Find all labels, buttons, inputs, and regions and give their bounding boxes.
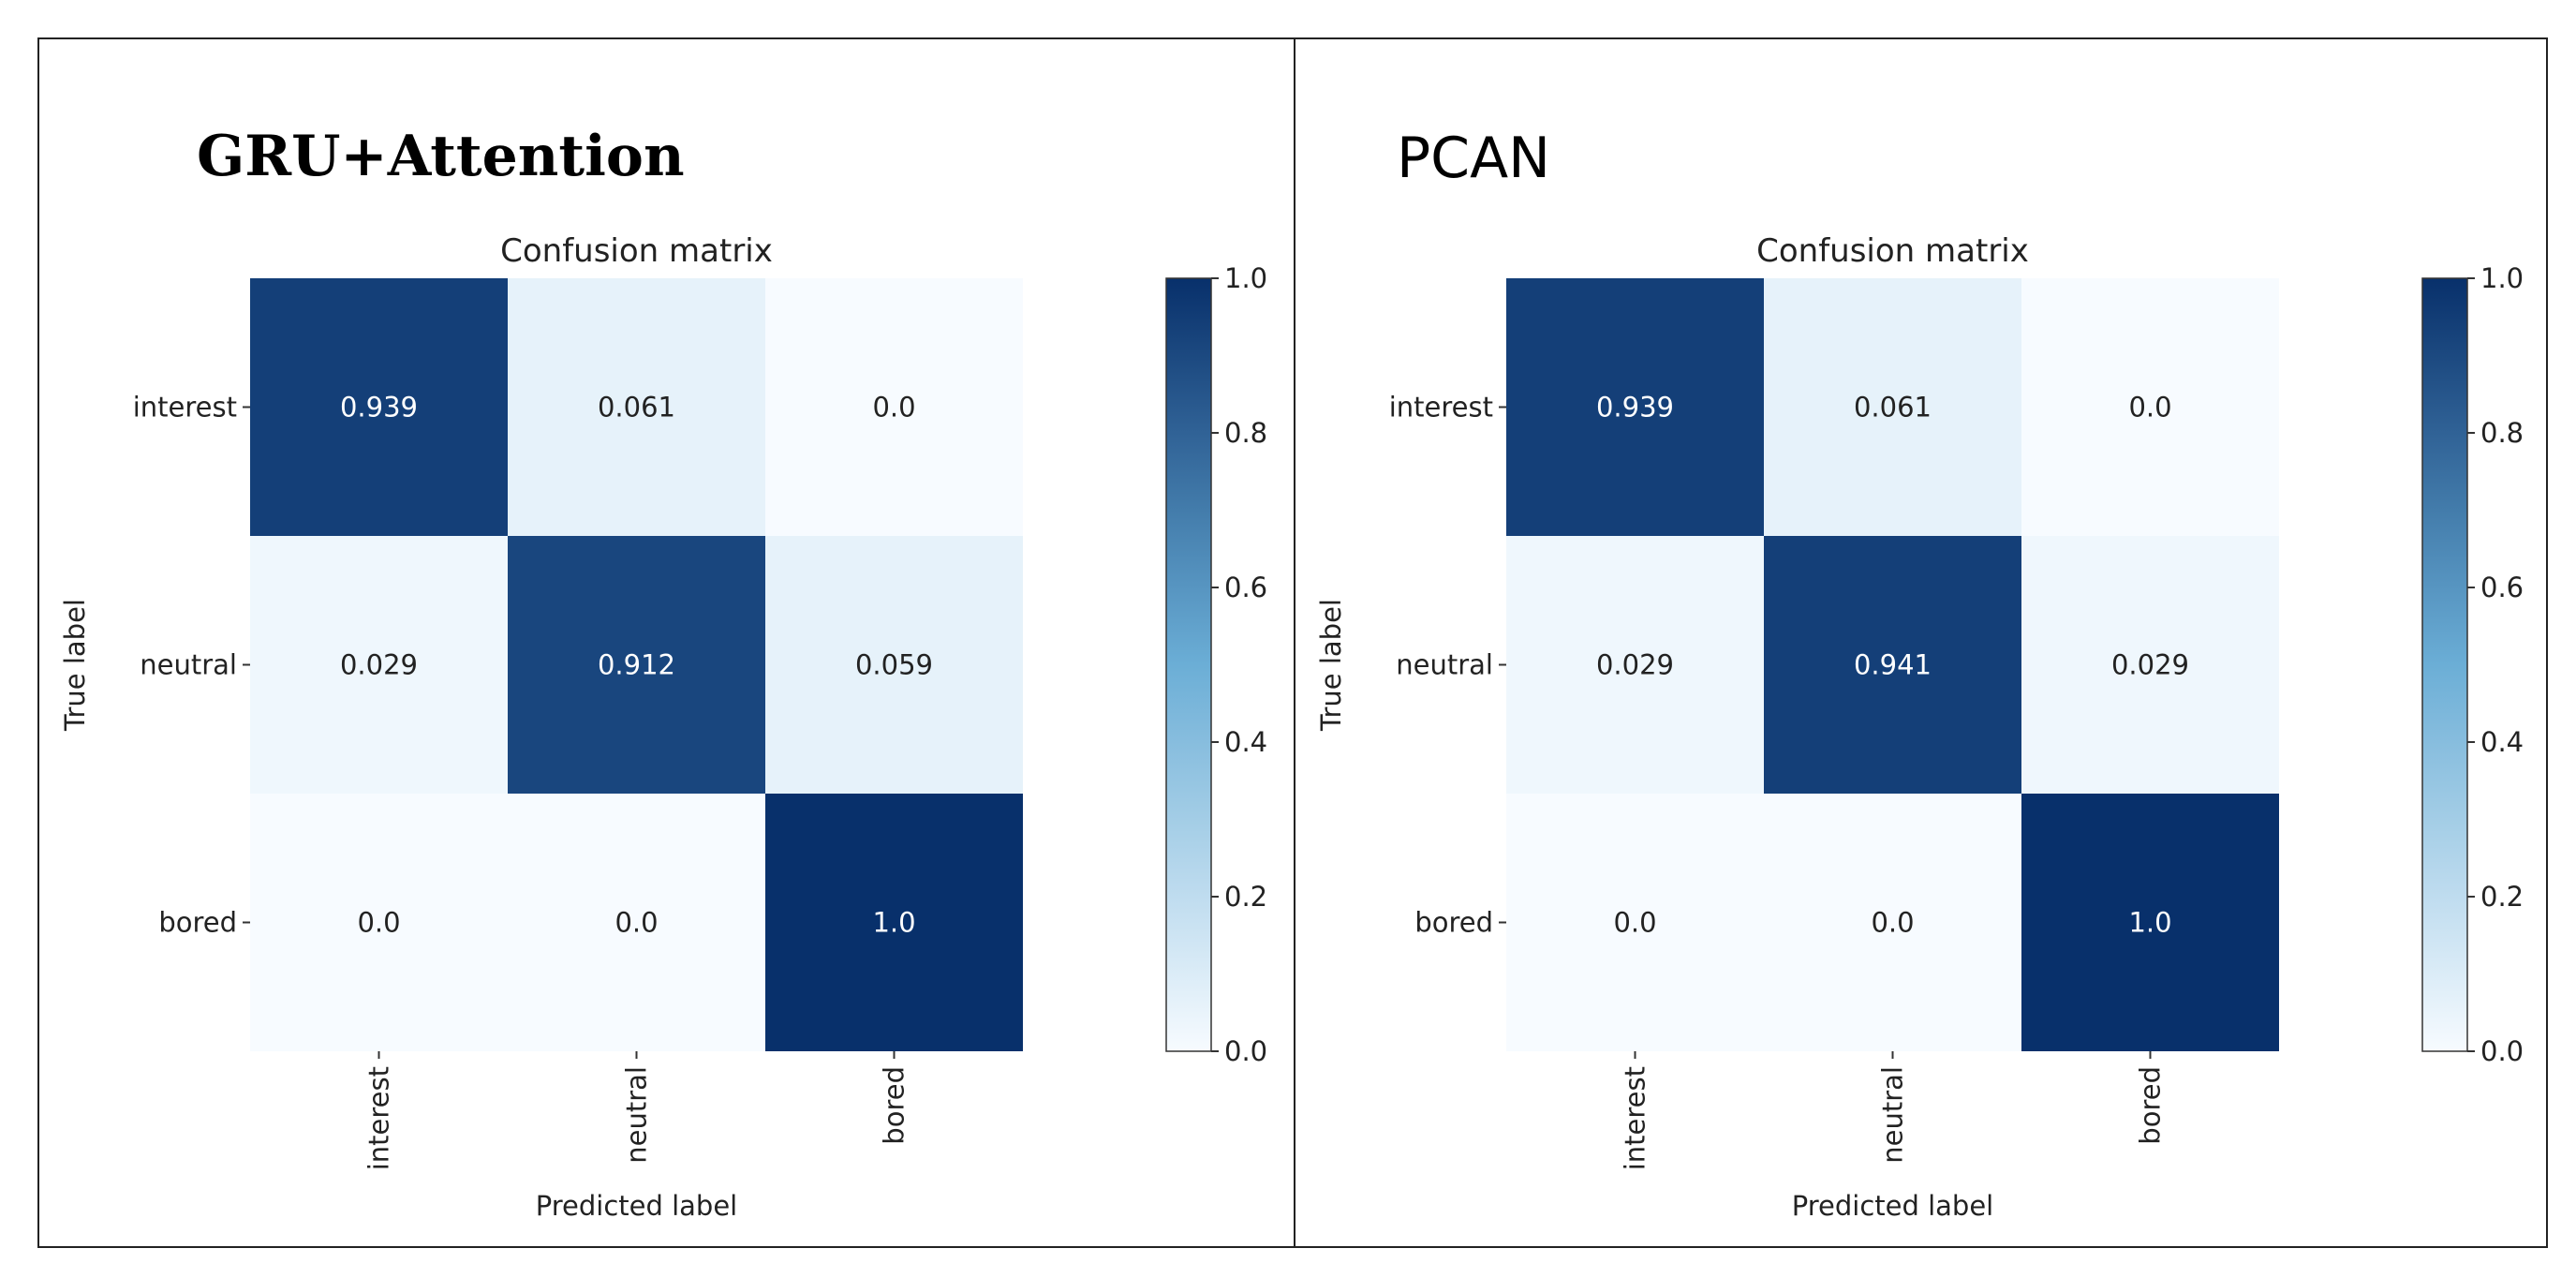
x-tick-label: interest	[1620, 1066, 1651, 1170]
matrix-cell	[1764, 278, 2021, 536]
y-axis-label: True label	[1315, 599, 1347, 732]
cell-value-label: 0.912	[598, 649, 675, 681]
cell-value-label: 0.029	[340, 649, 418, 681]
matrix-cell	[508, 794, 765, 1051]
colorbar-tick-label: 0.2	[1224, 881, 1267, 913]
colorbar-tick-label: 0.6	[1224, 572, 1267, 603]
confusion-matrix-chart: Confusion matrix 0.939 0.061 0.0 0.029 0.941 0…	[1315, 232, 2524, 1222]
cell-value-label: 0.941	[1854, 649, 1932, 681]
cell-value-label: 0.0	[357, 907, 400, 939]
colorbar-tick-label: 0.8	[2480, 417, 2524, 449]
matrix-cell	[765, 794, 1023, 1051]
chart-title: Confusion matrix	[1756, 232, 2029, 270]
x-axis-label: Predicted label	[536, 1190, 738, 1222]
matrix-cell	[508, 536, 765, 794]
y-tick-label: interest	[1389, 392, 1493, 424]
matrix-cell	[250, 536, 508, 794]
cell-value-label: 0.061	[1854, 392, 1932, 424]
cell-value-label: 0.939	[340, 392, 418, 424]
matrix-cell	[250, 794, 508, 1051]
cell-value-label: 0.0	[1871, 907, 1914, 939]
matrix-cell	[765, 278, 1023, 536]
matrix-cell	[1764, 794, 2021, 1051]
x-tick-label: neutral	[1877, 1066, 1909, 1164]
chart-title: Confusion matrix	[500, 232, 773, 270]
colorbar	[2421, 277, 2468, 1052]
cell-value-label: 0.0	[1613, 907, 1656, 939]
cell-value-label: 0.939	[1596, 392, 1674, 424]
y-tick-label: interest	[133, 392, 237, 424]
cell-value-label: 0.029	[2111, 649, 2189, 681]
confusion-matrix-chart: Confusion matrix 0.939 0.061 0.0 0.029 0.912 0…	[59, 232, 1267, 1222]
panel-gru-attention: GRU+Attention Confusion matrix 0.939 0.061…	[37, 37, 1295, 1248]
cell-value-label: 0.059	[855, 649, 933, 681]
colorbar-tick-label: 0.0	[1224, 1035, 1267, 1067]
panel-title: PCAN	[1397, 126, 1551, 191]
y-tick-label: bored	[158, 907, 237, 939]
colorbar	[1165, 277, 1212, 1052]
y-axis-label: True label	[59, 599, 91, 732]
cell-value-label: 0.029	[1596, 649, 1674, 681]
matrix-cell	[2021, 536, 2279, 794]
cell-value-label: 0.061	[598, 392, 675, 424]
matrix-cell	[1764, 536, 2021, 794]
cell-value-label: 0.0	[2128, 392, 2171, 424]
matrix-cell	[1506, 536, 1764, 794]
matrix-cell	[250, 278, 508, 536]
colorbar-tick-label: 0.2	[2480, 881, 2524, 913]
cell-value-label: 0.0	[872, 392, 915, 424]
x-tick-label: neutral	[621, 1066, 653, 1164]
colorbar-tick-label: 1.0	[2480, 262, 2524, 294]
panel-pcan: PCAN Confusion matrix 0.939 0.061 0.0 0.029 0…	[1294, 37, 2548, 1248]
cell-value-label: 1.0	[872, 907, 915, 939]
y-tick-label: bored	[1414, 907, 1493, 939]
cell-value-label: 1.0	[2128, 907, 2171, 939]
x-axis-label: Predicted label	[1792, 1190, 1994, 1222]
y-tick-label: neutral	[1396, 649, 1493, 681]
matrix-cell	[1506, 278, 1764, 536]
colorbar-tick-label: 0.8	[1224, 417, 1267, 449]
matrix-cell	[765, 536, 1023, 794]
matrix-cell	[2021, 794, 2279, 1051]
colorbar-tick-label: 0.6	[2480, 572, 2524, 603]
colorbar-tick-label: 0.4	[1224, 726, 1267, 758]
matrix-cell	[508, 278, 765, 536]
colorbar-tick-label: 0.4	[2480, 726, 2524, 758]
panel-title: GRU+Attention	[197, 124, 685, 189]
matrix-cell	[1506, 794, 1764, 1051]
cell-value-label: 0.0	[614, 907, 658, 939]
colorbar-tick-label: 0.0	[2480, 1035, 2524, 1067]
x-tick-label: interest	[363, 1066, 395, 1170]
y-tick-label: neutral	[140, 649, 237, 681]
colorbar-tick-label: 1.0	[1224, 262, 1267, 294]
x-tick-label: bored	[879, 1066, 910, 1145]
x-tick-label: bored	[2135, 1066, 2167, 1145]
matrix-cell	[2021, 278, 2279, 536]
